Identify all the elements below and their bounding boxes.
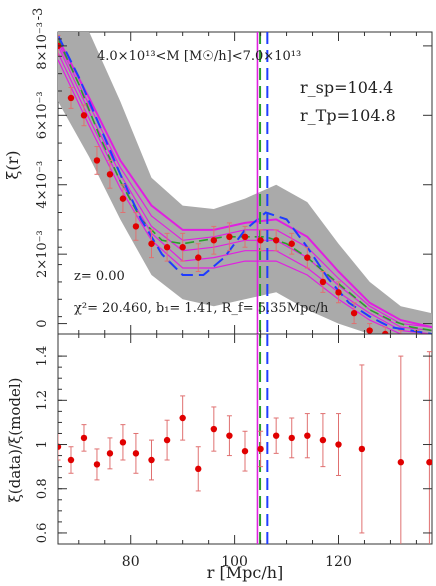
ratio-panel: 0.6 0.8 1 1.2 1.4 80 100 120 ξ(data)/ξ(model) r… (6, 333, 433, 582)
top-data-point (398, 334, 404, 340)
top-data-point (288, 240, 295, 247)
model-line-2 (58, 38, 432, 329)
correlation-function-panel: 0 2×10⁻³ 4×10⁻³ 6×10⁻³ 8×10⁻³ 4.0×10¹³<M [M☉… (3, 8, 433, 340)
top-data-point (366, 327, 373, 334)
top-y-tick-label: 6×10⁻³ (35, 91, 50, 139)
top-data-point (119, 195, 127, 202)
bottom-y-tick-label: 0.6 (35, 523, 50, 544)
ratio-point (163, 436, 171, 444)
top-data-point (106, 171, 114, 178)
ratio-point (132, 450, 140, 457)
x-tick-label: 120 (325, 554, 352, 570)
top-y-exponent: -3 (31, 8, 46, 21)
fit-annotation: χ²= 20.460, b₁= 1.41, R_f= 5.35Mpc/h (74, 301, 329, 316)
ratio-point (358, 445, 366, 453)
top-y-tick-label: 4×10⁻³ (35, 161, 50, 209)
top-data-point (132, 223, 140, 230)
top-data-point (335, 289, 342, 296)
top-data-point (304, 254, 311, 261)
top-y-axis-label: ξ(r) (3, 151, 22, 180)
rsp-annotation: r_sp=104.4 (300, 78, 393, 97)
ratio-point (241, 447, 249, 455)
ratio-point (119, 439, 127, 446)
bottom-y-tick-label: 0.8 (35, 478, 50, 499)
top-data-point (179, 244, 186, 251)
redshift-annotation: z= 0.00 (74, 269, 125, 284)
uncertainty-band (58, 32, 432, 334)
top-data-point (272, 237, 280, 244)
top-data-point (210, 237, 218, 244)
x-axis-label: r [Mpc/h] (207, 563, 284, 582)
rtp-annotation: r_Tp=104.8 (300, 106, 396, 125)
mass-range-annotation: 4.0×10¹³<M [M☉/h]<7.0×10¹³ (97, 49, 301, 64)
bottom-y-tick-label: 1.2 (35, 390, 50, 411)
bottom-y-axis-label: ξ(data)/ξ(model) (6, 377, 24, 502)
ratio-point (304, 432, 311, 439)
top-data-point (93, 157, 101, 164)
top-data-point (80, 112, 88, 119)
ratio-point (335, 441, 342, 448)
bottom-y-tick-label: 1 (35, 440, 50, 448)
model-line-3 (58, 59, 432, 334)
ratio-point (272, 432, 280, 439)
top-data-point (241, 233, 249, 241)
x-tick-label: 100 (221, 554, 248, 570)
ratio-point (210, 425, 218, 433)
top-data-point (257, 237, 264, 244)
top-data-point (195, 254, 202, 261)
ratio-point (67, 456, 75, 464)
top-data-point (319, 278, 327, 286)
ratio-point (319, 436, 327, 444)
ratio-point (426, 459, 432, 466)
top-y-tick-label: 2×10⁻³ (35, 230, 50, 278)
ratio-point (80, 434, 88, 442)
ratio-point (195, 465, 202, 473)
linear-dashed-line (58, 35, 432, 334)
ratio-point (397, 459, 405, 466)
top-y-tick-label: 0 (35, 319, 50, 327)
ratio-point (106, 450, 114, 457)
top-data-point (163, 244, 171, 251)
ratio-point (179, 414, 186, 422)
top-data-point (350, 309, 358, 317)
ratio-point (257, 445, 264, 453)
ratio-point (148, 456, 155, 464)
top-data-point (67, 94, 75, 102)
x-tick-label: 80 (122, 554, 140, 570)
top-data-point (226, 233, 233, 241)
ratio-point (288, 434, 295, 442)
ratio-point (93, 461, 101, 468)
top-data-point (382, 330, 389, 334)
ratio-point (58, 443, 62, 450)
top-data-point (148, 240, 155, 247)
top-y-tick-label: 8×10⁻³ (35, 22, 50, 70)
bottom-y-tick-label: 1.4 (35, 346, 50, 367)
ratio-point (226, 432, 233, 439)
